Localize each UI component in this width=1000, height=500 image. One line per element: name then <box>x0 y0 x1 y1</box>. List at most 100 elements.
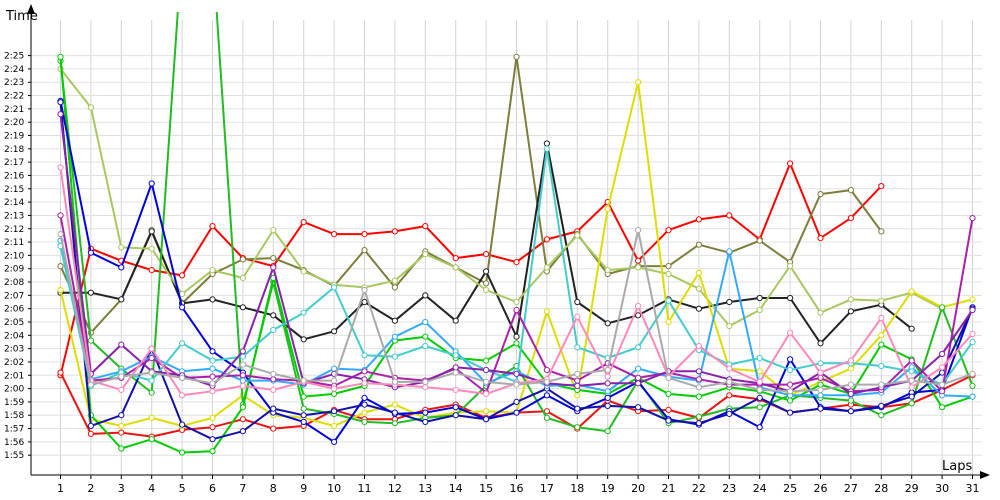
data-point <box>787 329 794 336</box>
data-point <box>726 392 733 399</box>
data-point <box>391 353 398 360</box>
y-tick-label: 2:10 <box>4 251 24 261</box>
data-point <box>148 228 155 235</box>
data-point <box>574 424 581 431</box>
data-point <box>574 382 581 389</box>
data-point <box>756 394 763 401</box>
data-point <box>239 361 246 368</box>
x-tick-label: 26 <box>814 482 828 495</box>
data-point <box>422 418 429 425</box>
data-point <box>543 145 551 152</box>
data-point <box>209 436 216 443</box>
data-point <box>118 341 125 348</box>
data-point <box>665 390 672 397</box>
data-point <box>604 366 611 374</box>
data-point <box>391 228 398 235</box>
data-point <box>331 284 338 291</box>
x-tick-label: 20 <box>631 482 645 495</box>
data-point <box>604 267 611 274</box>
data-point <box>422 292 429 299</box>
x-tick-label: 16 <box>510 482 524 495</box>
data-point <box>148 267 155 274</box>
data-point <box>513 398 520 405</box>
y-tick-label: 2:14 <box>4 198 24 208</box>
data-point <box>665 374 672 381</box>
data-point <box>939 404 946 411</box>
data-point <box>908 288 915 295</box>
data-point <box>665 227 672 234</box>
x-tick-label: 24 <box>753 482 767 495</box>
data-point <box>483 408 490 415</box>
data-point <box>513 53 520 61</box>
data-point <box>331 390 338 397</box>
data-point <box>179 449 186 456</box>
data-point <box>756 386 763 393</box>
y-tick-label: 2:02 <box>4 358 24 368</box>
data-point <box>543 414 551 421</box>
data-point <box>787 356 794 363</box>
data-point <box>787 388 794 395</box>
data-point <box>756 354 763 362</box>
data-point <box>270 326 277 334</box>
data-point <box>635 380 642 387</box>
y-axis-title: Time <box>5 9 38 24</box>
data-point <box>726 365 733 372</box>
data-point <box>695 305 703 312</box>
data-point <box>908 384 915 391</box>
data-point <box>300 412 307 419</box>
data-point <box>300 219 307 226</box>
data-point <box>847 390 855 397</box>
data-point <box>817 369 824 376</box>
y-tick-label: 2:21 <box>4 105 24 115</box>
data-point <box>118 373 125 380</box>
data-point <box>635 227 642 234</box>
data-point <box>726 298 733 306</box>
y-tick-label: 2:25 <box>4 52 24 62</box>
series-10 <box>57 99 976 443</box>
data-point <box>574 370 581 377</box>
data-point <box>756 378 763 385</box>
data-point <box>452 255 459 262</box>
x-axis-arrow-icon <box>980 471 990 479</box>
data-point <box>939 369 946 376</box>
data-point <box>391 284 398 291</box>
data-point <box>726 248 733 255</box>
data-point <box>695 420 703 427</box>
data-point <box>57 99 64 106</box>
data-point <box>422 342 429 350</box>
data-point <box>118 429 125 436</box>
data-point <box>422 378 429 385</box>
data-point <box>878 341 885 348</box>
x-tick-label: 28 <box>874 482 888 495</box>
data-point <box>452 364 459 371</box>
data-point <box>787 294 794 302</box>
data-point <box>270 386 277 393</box>
data-point <box>300 377 307 384</box>
data-point <box>847 357 855 364</box>
data-point <box>361 286 368 294</box>
data-point <box>969 215 976 222</box>
y-tick-label: 2:19 <box>4 132 24 142</box>
y-tick-label: 2:15 <box>4 185 24 195</box>
data-point <box>179 392 186 399</box>
data-point <box>361 380 368 387</box>
data-point <box>483 280 490 287</box>
data-point <box>270 264 277 271</box>
data-point <box>878 362 885 370</box>
data-point <box>239 404 246 411</box>
data-point <box>969 393 976 400</box>
data-point <box>361 368 368 375</box>
data-point <box>847 187 855 194</box>
data-point <box>57 212 64 219</box>
data-point <box>300 336 307 343</box>
x-tick-label: 4 <box>148 482 155 495</box>
x-tick-label: 9 <box>300 482 307 495</box>
y-tick-label: 2:18 <box>4 145 24 155</box>
data-point <box>57 231 64 238</box>
data-point <box>756 424 763 431</box>
data-point <box>118 264 125 271</box>
y-tick-label: 2:22 <box>4 92 24 102</box>
x-tick-label: 3 <box>118 482 125 495</box>
x-tick-label: 17 <box>540 482 554 495</box>
y-tick-label: 2:13 <box>4 211 24 221</box>
